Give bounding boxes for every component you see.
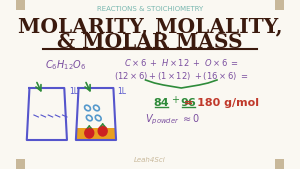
- Text: MOLARITY, MOLALITY,: MOLARITY, MOLALITY,: [18, 16, 282, 36]
- Text: $V_{powder}\ \approx 0$: $V_{powder}\ \approx 0$: [145, 113, 200, 127]
- Text: +: +: [171, 95, 179, 105]
- FancyBboxPatch shape: [275, 0, 284, 10]
- Text: 1L: 1L: [69, 88, 78, 96]
- FancyBboxPatch shape: [16, 159, 25, 169]
- Text: REACTIONS & STOICHIOMETRY: REACTIONS & STOICHIOMETRY: [97, 6, 203, 12]
- Text: $C \times 6\ +\ H \times 12\ +\ O \times 6\ =$: $C \times 6\ +\ H \times 12\ +\ O \times…: [124, 57, 239, 68]
- Text: & MOLAR MASS: & MOLAR MASS: [57, 32, 243, 52]
- Text: 84: 84: [154, 98, 170, 108]
- FancyBboxPatch shape: [16, 0, 25, 10]
- FancyBboxPatch shape: [275, 159, 284, 169]
- Circle shape: [98, 126, 107, 136]
- FancyBboxPatch shape: [76, 128, 116, 140]
- Text: 96: 96: [181, 98, 196, 108]
- Text: Leah4Sci: Leah4Sci: [134, 157, 166, 163]
- Text: = 180 g/mol: = 180 g/mol: [184, 98, 259, 108]
- Text: $C_6H_{12}O_6$: $C_6H_{12}O_6$: [44, 58, 86, 72]
- Circle shape: [85, 128, 94, 138]
- Text: $(12 \times 6) + (1 \times 12)\ + (16 \times 6)\ =$: $(12 \times 6) + (1 \times 12)\ + (16 \t…: [114, 70, 248, 82]
- Text: 1L: 1L: [117, 88, 126, 96]
